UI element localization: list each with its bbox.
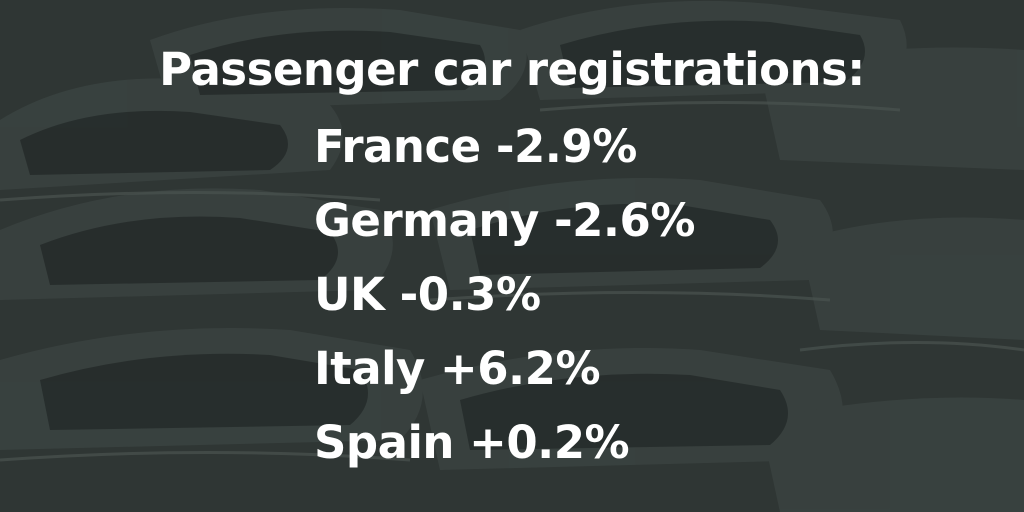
stat-france: France -2.9% <box>314 110 695 184</box>
headline-title: Passenger car registrations: <box>0 38 1024 102</box>
stat-germany: Germany -2.6% <box>314 184 695 258</box>
stat-spain: Spain +0.2% <box>314 406 695 480</box>
registration-stats-list: France -2.9% Germany -2.6% UK -0.3% Ital… <box>314 110 695 480</box>
stat-italy: Italy +6.2% <box>314 332 695 406</box>
stat-uk: UK -0.3% <box>314 258 695 332</box>
